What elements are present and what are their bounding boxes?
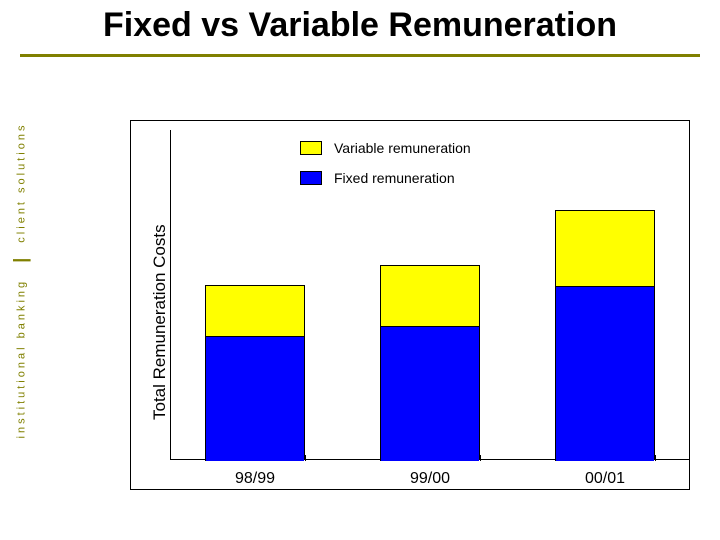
legend-label: Variable remuneration <box>334 140 471 156</box>
x-tick <box>480 455 481 461</box>
side-label: institutional banking | client solutions <box>6 0 36 540</box>
bar <box>380 265 480 460</box>
bar-segment-variable <box>206 286 304 336</box>
side-label-divider: | <box>11 251 32 267</box>
bar-segment-fixed <box>206 336 304 461</box>
bar <box>205 285 305 460</box>
bar-segment-fixed <box>556 286 654 461</box>
bar <box>555 210 655 460</box>
page-title: Fixed vs Variable Remuneration <box>0 6 720 45</box>
bar-segment-variable <box>381 266 479 326</box>
legend-item: Variable remuneration <box>300 140 471 156</box>
slide: Fixed vs Variable Remuneration instituti… <box>0 0 720 540</box>
title-rule <box>20 54 700 57</box>
legend-label: Fixed remuneration <box>334 170 455 186</box>
x-axis-label: 00/01 <box>545 470 665 488</box>
side-label-part1: institutional banking <box>16 273 28 439</box>
x-tick <box>555 455 556 461</box>
x-axis-label: 99/00 <box>370 470 490 488</box>
bar-segment-variable <box>556 211 654 286</box>
x-tick <box>205 455 206 461</box>
x-axis-label: 98/99 <box>195 470 315 488</box>
x-tick <box>380 455 381 461</box>
x-tick <box>655 455 656 461</box>
y-axis-line <box>170 130 171 460</box>
legend: Variable remuneration Fixed remuneration <box>300 140 471 200</box>
bar-segment-fixed <box>381 326 479 461</box>
legend-swatch <box>300 141 322 155</box>
side-label-part2: client solutions <box>16 123 28 245</box>
x-tick <box>305 455 306 461</box>
legend-item: Fixed remuneration <box>300 170 471 186</box>
legend-swatch <box>300 171 322 185</box>
